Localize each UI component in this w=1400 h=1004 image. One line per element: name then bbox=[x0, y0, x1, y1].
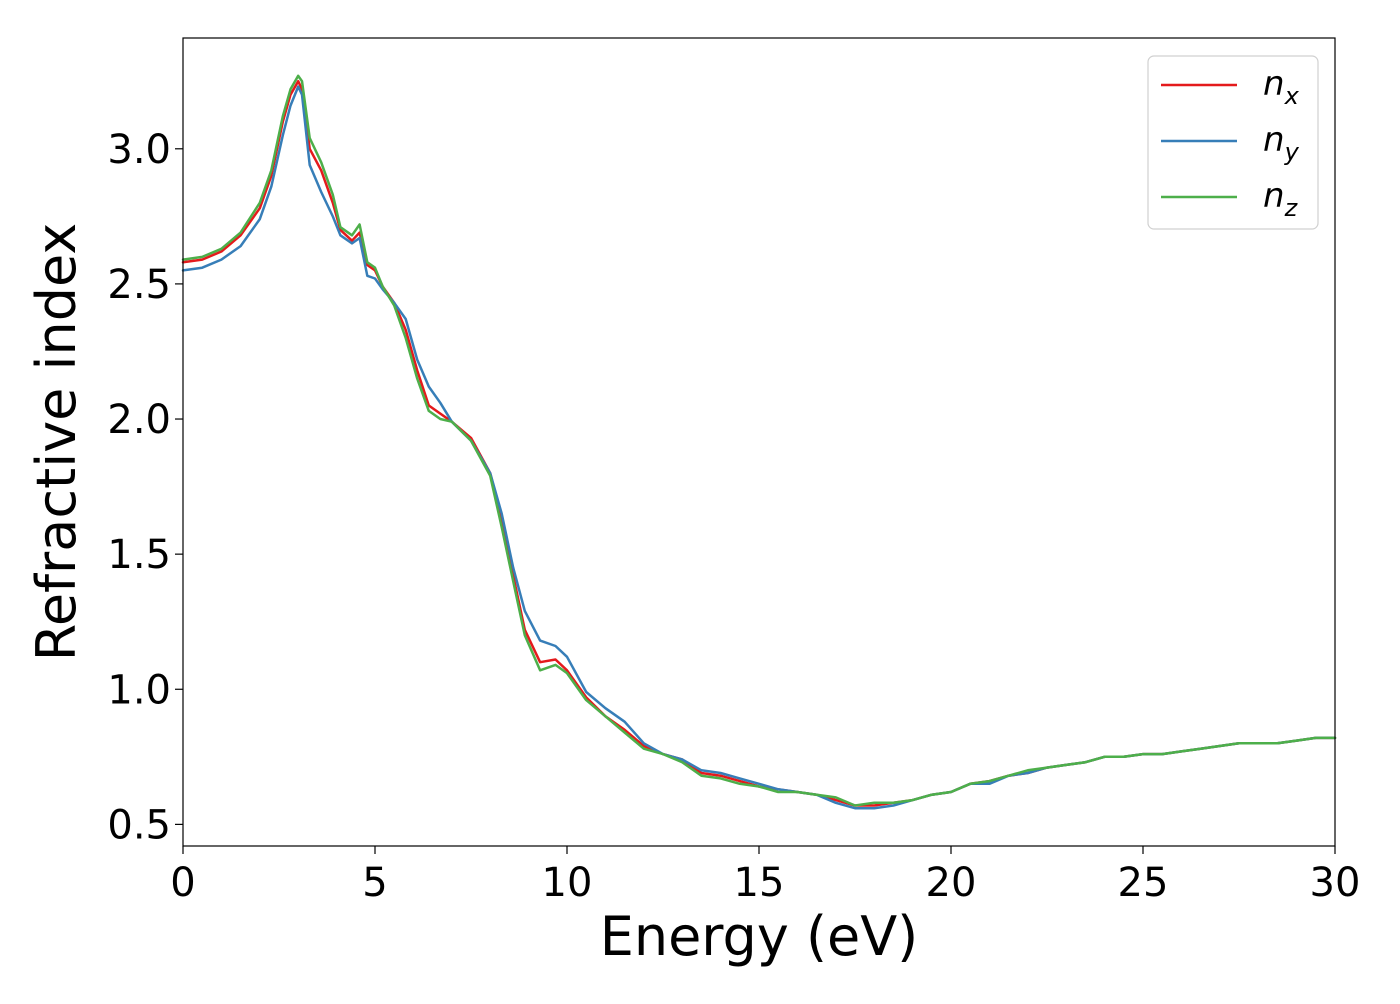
y-tick-label: 1.5 bbox=[107, 532, 171, 578]
series-layer bbox=[181, 74, 1337, 810]
legend-label-x: nx bbox=[1263, 64, 1300, 110]
y-axis-ticks: 0.5 1.0 1.5 2.0 2.5 3.0 bbox=[107, 127, 183, 848]
y-tick-label: 0.5 bbox=[107, 802, 171, 848]
legend: nx ny nz bbox=[1147, 55, 1319, 230]
y-tick-label: 3.0 bbox=[107, 127, 171, 173]
x-axis-label: Energy (eV) bbox=[600, 905, 919, 968]
legend-item-x: nx bbox=[1161, 64, 1300, 110]
y-axis-label: Refractive index bbox=[25, 223, 88, 662]
legend-label-y: ny bbox=[1263, 120, 1300, 166]
x-tick-label: 10 bbox=[542, 860, 593, 906]
series-line-z bbox=[181, 74, 1337, 807]
x-tick-label: 15 bbox=[734, 860, 785, 906]
x-tick-label: 20 bbox=[926, 860, 977, 906]
y-tick-label: 2.5 bbox=[107, 262, 171, 308]
y-tick-label: 1.0 bbox=[107, 667, 171, 713]
legend-item-y: ny bbox=[1161, 120, 1300, 166]
x-axis-ticks: 0 5 10 15 20 25 30 bbox=[170, 846, 1360, 906]
x-tick-label: 25 bbox=[1118, 860, 1169, 906]
legend-label-z: nz bbox=[1263, 176, 1299, 222]
legend-item-z: nz bbox=[1161, 176, 1299, 222]
legend-box bbox=[1147, 55, 1319, 230]
x-tick-label: 0 bbox=[170, 860, 195, 906]
y-tick-label: 2.0 bbox=[107, 397, 171, 443]
x-tick-label: 30 bbox=[1310, 860, 1361, 906]
x-tick-label: 5 bbox=[362, 860, 387, 906]
